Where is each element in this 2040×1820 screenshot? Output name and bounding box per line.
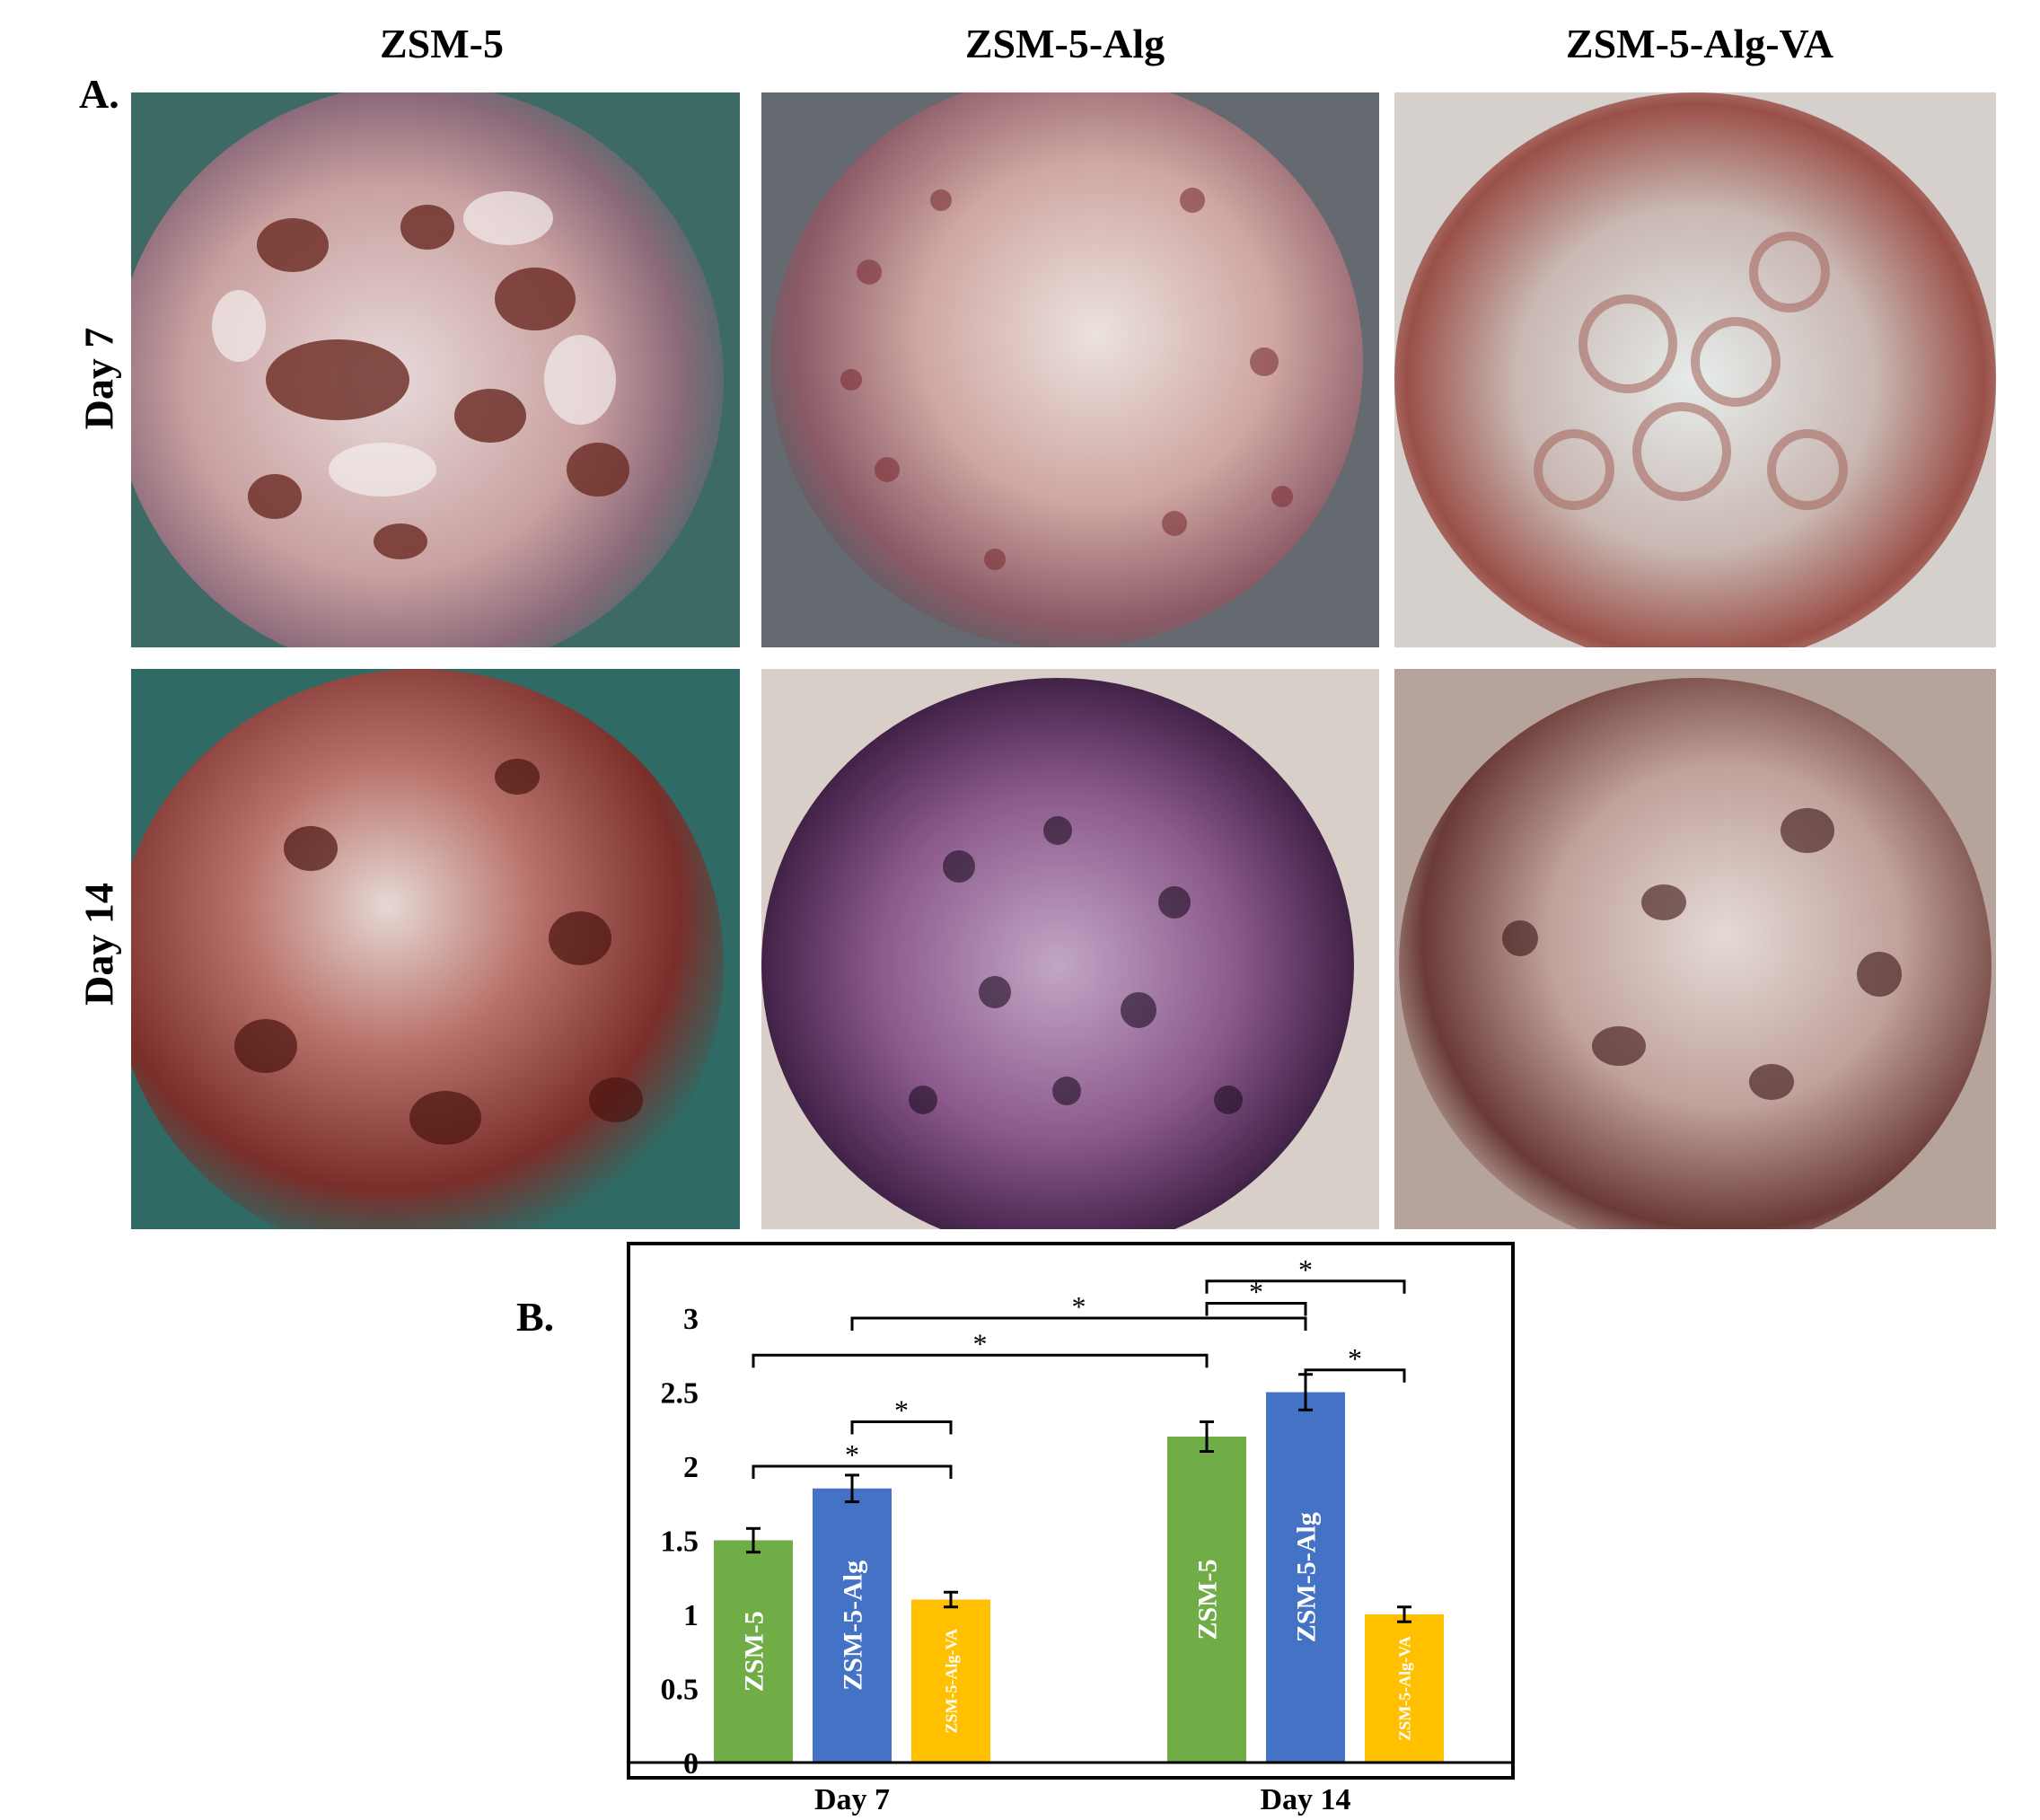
panel-a-letter: A. [79, 71, 119, 117]
column-title-zsm5-alg-va: ZSM-5-Alg-VA [1565, 21, 1834, 66]
significance-star: * [973, 1327, 988, 1359]
row-label-day14: Day 14 [75, 883, 122, 1006]
bar-series-label: ZSM-5-Alg [1292, 1512, 1322, 1642]
y-tick-label: 1.5 [661, 1525, 699, 1559]
bar-series-label: ZSM-5-Alg-VA [942, 1629, 960, 1734]
significance-star: * [1249, 1276, 1263, 1308]
panel-b-letter: B. [516, 1294, 555, 1340]
bar-series-label: ZSM-5 [1193, 1560, 1223, 1640]
bar-series-label: ZSM-5-Alg-VA [1395, 1636, 1413, 1741]
photo-zsm5-day14 [131, 669, 740, 1229]
significance-bracket [752, 1464, 953, 1479]
bar-zsm-5-alg-va-day7 [911, 1599, 990, 1763]
bar-zsm-5-alg-day7 [813, 1488, 892, 1763]
significance-star: * [894, 1394, 909, 1427]
significance-bracket [1205, 1302, 1307, 1316]
y-tick-label: 3 [683, 1303, 699, 1336]
x-category-label: Day 7 [814, 1783, 890, 1816]
y-tick-label: 2.5 [661, 1377, 699, 1411]
y-tick-label: 0.5 [661, 1674, 699, 1707]
y-tick-label: 2 [683, 1451, 699, 1484]
bar-zsm-5-day7 [714, 1540, 793, 1763]
bar-zsm-5-alg-va-day14 [1365, 1614, 1444, 1763]
bar-series-label: ZSM-5 [740, 1611, 769, 1692]
photo-zsm5-alg-va-day14 [1394, 669, 1996, 1229]
photo-zsm5-alg-day7 [761, 92, 1379, 647]
significance-star: * [1348, 1342, 1362, 1375]
significance-bracket [850, 1420, 953, 1435]
x-category-label: Day 14 [1260, 1783, 1350, 1816]
bar-zsm-5-day14 [1167, 1437, 1246, 1763]
significance-star: * [1298, 1253, 1313, 1286]
photo-zsm5-day7 [131, 92, 740, 647]
significance-bracket [850, 1316, 1307, 1331]
bar-zsm-5-alg-day14 [1266, 1392, 1345, 1763]
chart-frame [627, 1242, 1515, 1780]
bar-chart: 00.511.522.53Absorbance at 612 nmZSM-5ZS… [627, 1242, 1515, 1816]
significance-star: * [1072, 1290, 1086, 1323]
y-tick-label: 1 [683, 1599, 699, 1632]
bar-series-label: ZSM-5-Alg [839, 1561, 868, 1691]
photo-zsm5-alg-day14 [761, 669, 1379, 1229]
significance-star: * [845, 1438, 859, 1471]
photo-zsm5-alg-va-day7 [1394, 92, 1996, 647]
row-label-day7: Day 7 [75, 327, 122, 430]
significance-bracket [1304, 1368, 1406, 1383]
column-title-zsm5-alg: ZSM-5-Alg [964, 21, 1165, 66]
significance-bracket [1205, 1279, 1406, 1294]
significance-bracket [752, 1353, 1209, 1368]
column-title-zsm5: ZSM-5 [380, 21, 504, 66]
